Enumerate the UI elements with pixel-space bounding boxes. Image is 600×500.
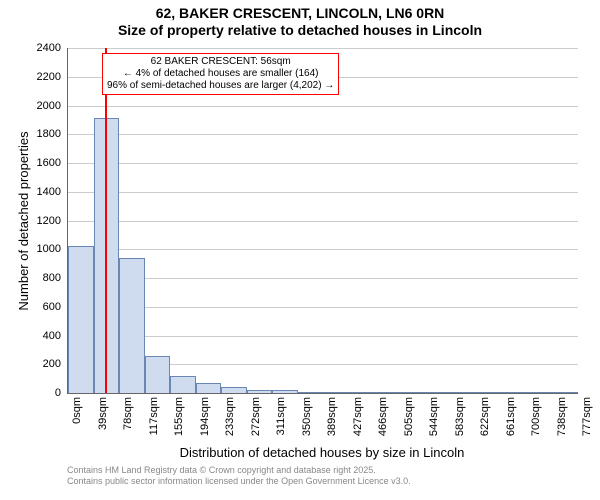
- xtick-label: 155sqm: [173, 397, 185, 436]
- xtick-label: 311sqm: [275, 397, 287, 435]
- histogram-bar: [298, 392, 324, 393]
- xtick-label: 233sqm: [224, 397, 236, 436]
- footer-line: Contains public sector information licen…: [67, 476, 411, 487]
- histogram-bar: [323, 392, 349, 393]
- xtick-label: 427sqm: [352, 397, 364, 436]
- histogram-bar: [119, 258, 145, 393]
- xtick-label: 117sqm: [148, 397, 160, 435]
- histogram-bar: [553, 392, 579, 393]
- gridline: [68, 163, 578, 164]
- histogram-bar: [170, 376, 196, 393]
- histogram-bar: [145, 356, 171, 393]
- histogram-bar: [451, 392, 477, 393]
- histogram-bar: [425, 392, 451, 393]
- xtick-label: 466sqm: [377, 397, 389, 436]
- chart-subtitle: Size of property relative to detached ho…: [0, 22, 600, 39]
- histogram-bar: [272, 390, 298, 393]
- annotation-line: ← 4% of detached houses are smaller (164…: [107, 68, 334, 80]
- xtick-label: 622sqm: [479, 397, 491, 436]
- histogram-bar: [476, 392, 502, 393]
- annotation-line: 96% of semi-detached houses are larger (…: [107, 80, 334, 92]
- histogram-bar: [400, 392, 426, 393]
- histogram-bar: [196, 383, 222, 393]
- xtick-label: 39sqm: [97, 397, 109, 430]
- xtick-label: 505sqm: [403, 397, 415, 436]
- plot-area: [67, 48, 578, 394]
- gridline: [68, 134, 578, 135]
- histogram-bar: [247, 390, 273, 393]
- xtick-label: 0sqm: [71, 397, 83, 424]
- gridline: [68, 192, 578, 193]
- xtick-label: 777sqm: [581, 397, 593, 436]
- chart-title: 62, BAKER CRESCENT, LINCOLN, LN6 0RN: [0, 0, 600, 22]
- ytick-label: 0: [0, 387, 61, 399]
- histogram-bar: [68, 246, 94, 393]
- xtick-label: 350sqm: [301, 397, 313, 436]
- histogram-bar: [527, 392, 553, 393]
- annotation-box: 62 BAKER CRESCENT: 56sqm← 4% of detached…: [102, 53, 339, 95]
- gridline: [68, 221, 578, 222]
- gridline: [68, 336, 578, 337]
- xaxis-title: Distribution of detached houses by size …: [67, 445, 577, 460]
- gridline: [68, 48, 578, 49]
- ytick-label: 2400: [0, 42, 61, 54]
- xtick-label: 389sqm: [326, 397, 338, 436]
- footer-line: Contains HM Land Registry data © Crown c…: [67, 465, 411, 476]
- ytick-label: 200: [0, 358, 61, 370]
- ytick-label: 2200: [0, 71, 61, 83]
- gridline: [68, 307, 578, 308]
- gridline: [68, 249, 578, 250]
- ytick-label: 400: [0, 330, 61, 342]
- xtick-label: 544sqm: [428, 397, 440, 436]
- xtick-label: 272sqm: [250, 397, 262, 436]
- histogram-bar: [349, 392, 375, 393]
- annotation-line: 62 BAKER CRESCENT: 56sqm: [107, 56, 334, 68]
- gridline: [68, 278, 578, 279]
- xtick-label: 661sqm: [505, 397, 517, 436]
- yaxis-title: Number of detached properties: [16, 121, 31, 321]
- xtick-label: 738sqm: [556, 397, 568, 436]
- histogram-bar: [221, 387, 247, 393]
- xtick-label: 194sqm: [199, 397, 211, 436]
- xtick-label: 78sqm: [122, 397, 134, 430]
- histogram-bar: [374, 392, 400, 393]
- gridline: [68, 106, 578, 107]
- histogram-bar: [502, 392, 528, 393]
- ytick-label: 2000: [0, 100, 61, 112]
- footer-attribution: Contains HM Land Registry data © Crown c…: [67, 465, 411, 487]
- reference-line: [105, 48, 107, 393]
- xtick-label: 700sqm: [530, 397, 542, 436]
- xtick-label: 583sqm: [454, 397, 466, 436]
